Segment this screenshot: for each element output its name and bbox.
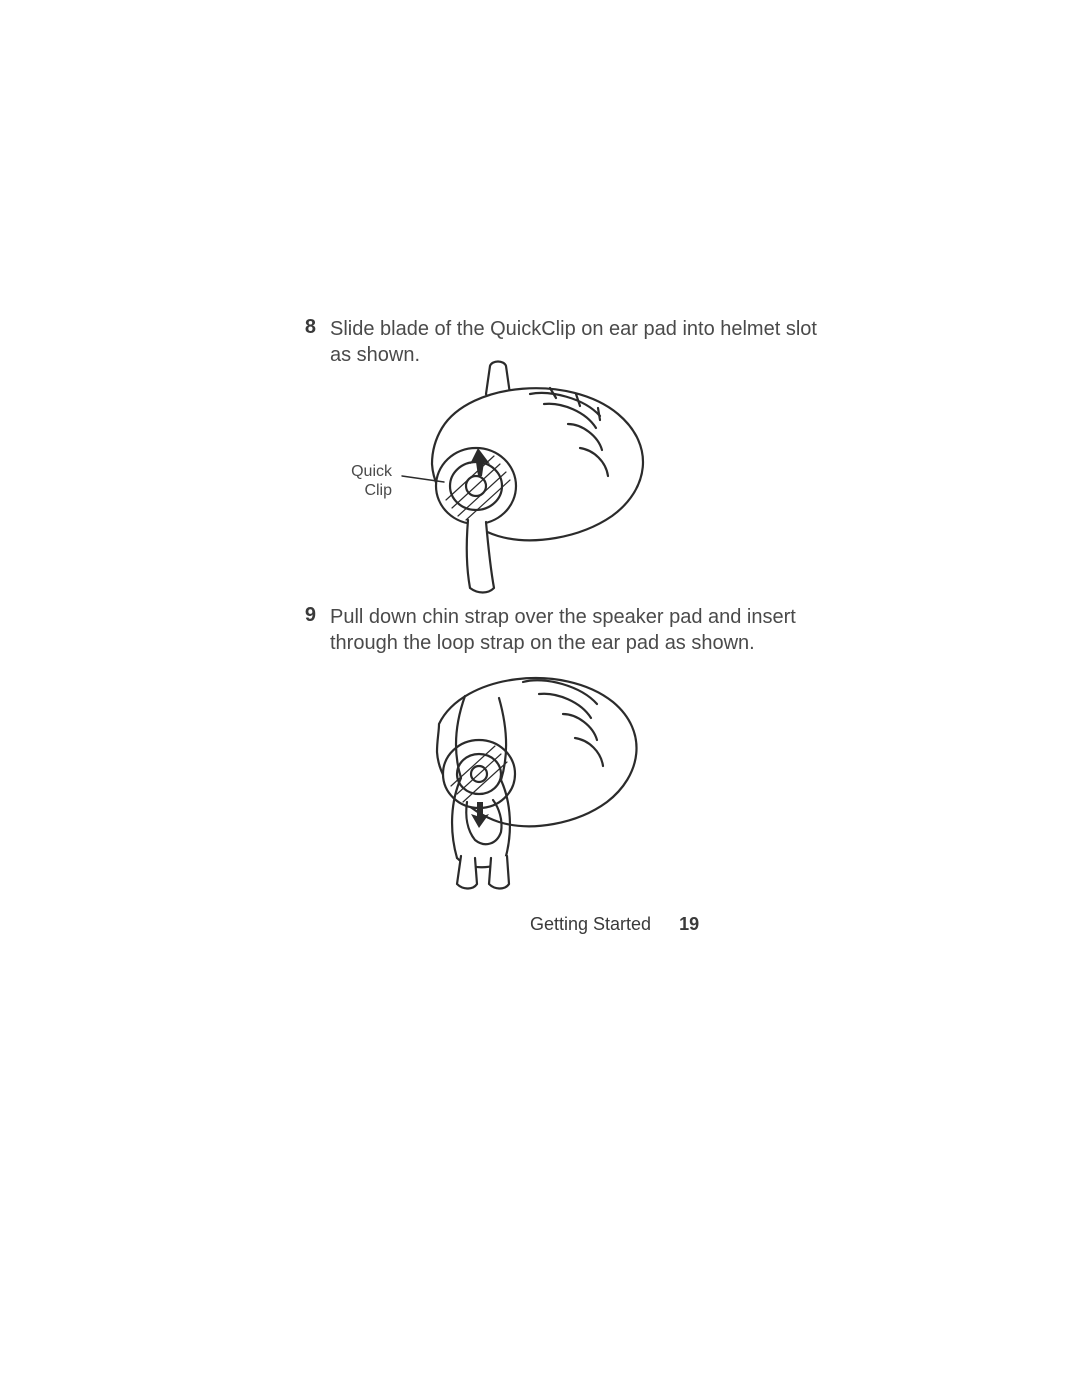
callout-line2: Clip (364, 482, 392, 499)
callout-quickclip: Quick Clip (344, 462, 392, 500)
step-number: 8 (298, 316, 316, 368)
manual-page: 8 Slide blade of the QuickClip on ear pa… (0, 0, 1080, 1397)
footer-section: Getting Started (530, 914, 651, 935)
figure-chinstrap-helmet (395, 652, 655, 892)
helmet-illustration-icon (380, 358, 680, 598)
figure-quickclip-helmet (380, 358, 680, 598)
callout-line1: Quick (351, 463, 392, 480)
footer-page-number: 19 (679, 914, 699, 935)
step-9: 9 Pull down chin strap over the speaker … (298, 604, 820, 656)
step-text: Pull down chin strap over the speaker pa… (330, 604, 820, 656)
page-footer: Getting Started 19 (530, 914, 699, 935)
helmet-strap-illustration-icon (395, 652, 655, 892)
step-number: 9 (298, 604, 316, 656)
